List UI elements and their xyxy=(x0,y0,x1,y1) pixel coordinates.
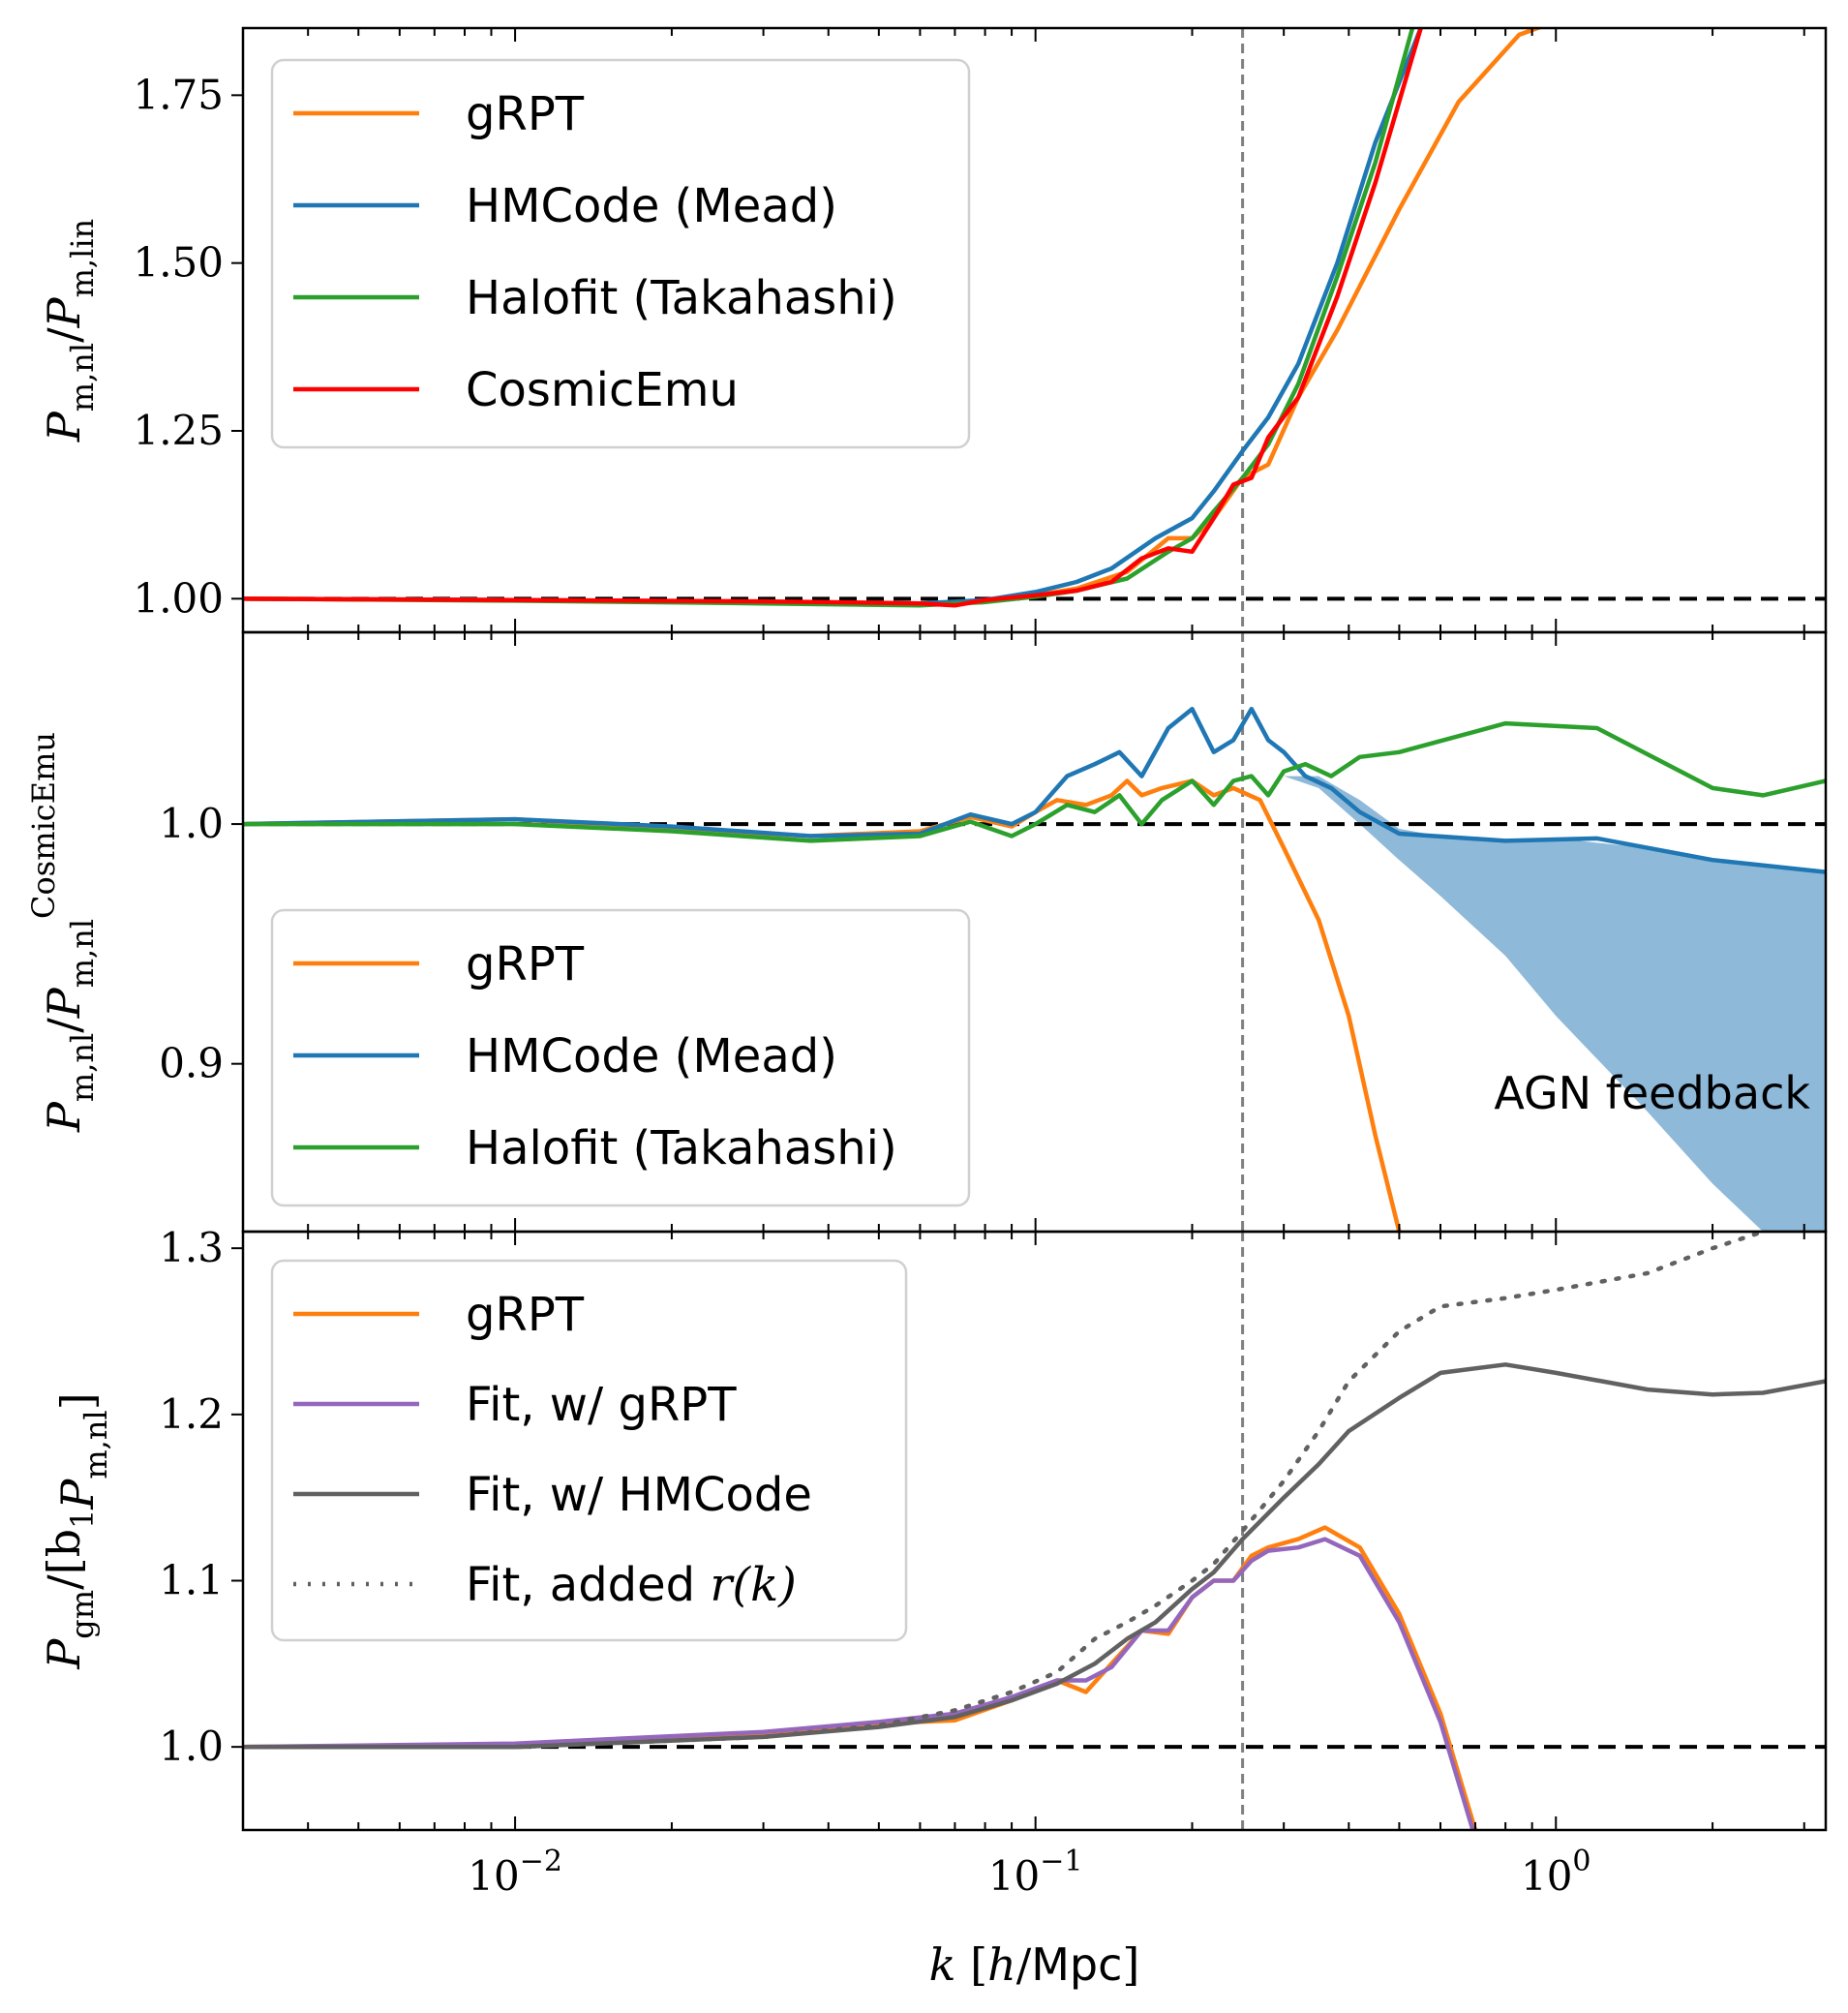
legend-entry: Halofit (Takahashi) xyxy=(466,1121,897,1175)
legend-entry: CosmicEmu xyxy=(466,363,739,417)
legend-entry: HMCode (Mead) xyxy=(466,179,837,233)
legend-entry: Fit, w/ HMCode xyxy=(466,1468,812,1522)
legend-entry: gRPT xyxy=(466,1288,585,1342)
series-top-cosmicemu xyxy=(243,28,1423,608)
panel-top: 1.00 1.25 1.50 1.75 Pm,nl/Pm,lin gRPT HMCode (… xyxy=(38,26,1828,634)
agn-feedback-band xyxy=(1284,776,1826,1232)
series-bottom-fit-w-grpt xyxy=(243,1537,1475,1830)
y-axis-label-bottom: Pgm/[b1Pm,nl] xyxy=(38,1392,114,1669)
plot-area-middle xyxy=(243,632,1826,1232)
y-tick-label: 1.0 xyxy=(159,800,224,847)
axes-frame-bottom xyxy=(241,1230,1828,1832)
y-tick-label: 1.0 xyxy=(159,1723,224,1770)
legend-box xyxy=(270,908,971,1207)
series-middle-halofit-takahashi- xyxy=(243,720,1826,843)
series-middle-hmcode-mead- xyxy=(243,706,1826,874)
legend-box xyxy=(270,1259,908,1642)
series-bottom-fit-w-hmcode xyxy=(243,1362,1826,1750)
legend-middle: gRPT HMCode (Mead) Halofit (Takahashi) xyxy=(270,908,971,1207)
x-tick-label: 100 xyxy=(1521,1845,1591,1900)
legend-entry: gRPT xyxy=(466,87,585,141)
y-tick-label: 1.2 xyxy=(159,1390,224,1438)
y-axis-label-middle: Pm,nl/Pm,nlCosmicEmu xyxy=(25,732,101,1133)
agn-feedback-annotation: AGN feedback xyxy=(1494,1067,1810,1119)
panel-middle: 0.9 1.0 Pm,nl/Pm,nlCosmicEmu AGN feedback gR… xyxy=(25,630,1828,1234)
x-axis-label: k [h/Mpc] xyxy=(929,1938,1140,1991)
legend-entry: Fit, w/ gRPT xyxy=(466,1378,737,1432)
x-tick-label: 10−2 xyxy=(468,1845,562,1900)
y-tick-label: 1.25 xyxy=(133,407,224,454)
y-tick-label: 1.1 xyxy=(159,1557,224,1604)
panel-bottom: 10−2 10−1 100 1.0 1.1 1.2 1.3 Pgm/[b1Pm,nl] gRPT… xyxy=(38,1224,1828,1900)
y-tick-label: 1.3 xyxy=(159,1224,224,1271)
plot-area-top xyxy=(243,28,1826,632)
y-tick-label: 0.9 xyxy=(159,1040,224,1087)
y-tick-label: 1.50 xyxy=(133,239,224,287)
x-tick-label: 10−1 xyxy=(988,1845,1083,1900)
series-bottom-fit-added-r-k- xyxy=(243,1232,1766,1750)
legend-entry: Halofit (Takahashi) xyxy=(466,271,897,325)
y-tick-label: 1.00 xyxy=(133,574,224,622)
y-tick-label: 1.75 xyxy=(133,71,224,118)
legend-entry: HMCode (Mead) xyxy=(466,1029,837,1083)
legend-top: gRPT HMCode (Mead) Halofit (Takahashi) Cosm… xyxy=(270,58,971,449)
legend-entry: Fit, added r(k) xyxy=(466,1558,797,1612)
y-axis-label-top: Pm,nl/Pm,lin xyxy=(38,219,101,442)
plot-area-bottom xyxy=(243,1232,1826,1830)
legend-box xyxy=(270,58,971,449)
legend-bottom: gRPT Fit, w/ gRPT Fit, w/ HMCode Fit, added… xyxy=(270,1259,908,1642)
legend-entry: gRPT xyxy=(466,937,585,991)
